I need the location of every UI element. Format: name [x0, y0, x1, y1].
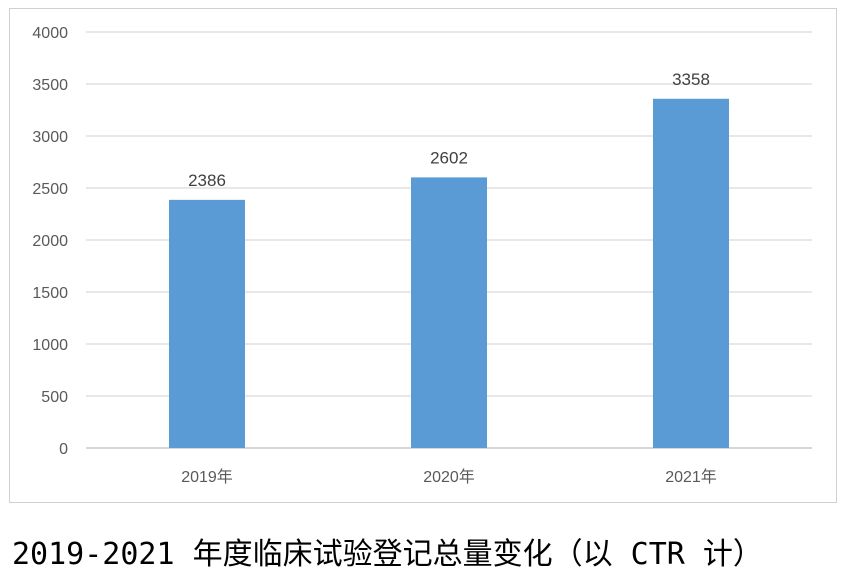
x-tick-label: 2021年 — [665, 468, 717, 486]
y-tick-label: 3500 — [32, 77, 68, 94]
y-tick-label: 1000 — [32, 337, 68, 354]
y-tick-label: 2500 — [32, 181, 68, 198]
bar — [169, 199, 245, 448]
chart-caption: 2019-2021 年度临床试验登记总量变化（以 CTR 计） — [12, 537, 763, 572]
bar-chart: 0 500 1000 1500 2000 2500 3000 3500 4000 2386 2019… — [32, 25, 812, 486]
bar — [653, 98, 729, 448]
y-tick-label: 3000 — [32, 129, 68, 146]
y-tick-label: 4000 — [32, 25, 68, 42]
y-tick-label: 2000 — [32, 233, 68, 250]
data-label: 2386 — [188, 171, 226, 190]
bar — [411, 177, 487, 448]
x-tick-label: 2020年 — [423, 468, 475, 486]
y-tick-label: 1500 — [32, 285, 68, 302]
data-label: 2602 — [430, 148, 468, 167]
y-tick-label: 0 — [59, 441, 68, 458]
y-tick-label: 500 — [41, 389, 68, 406]
data-label: 3358 — [672, 70, 710, 89]
x-tick-label: 2019年 — [181, 468, 233, 486]
